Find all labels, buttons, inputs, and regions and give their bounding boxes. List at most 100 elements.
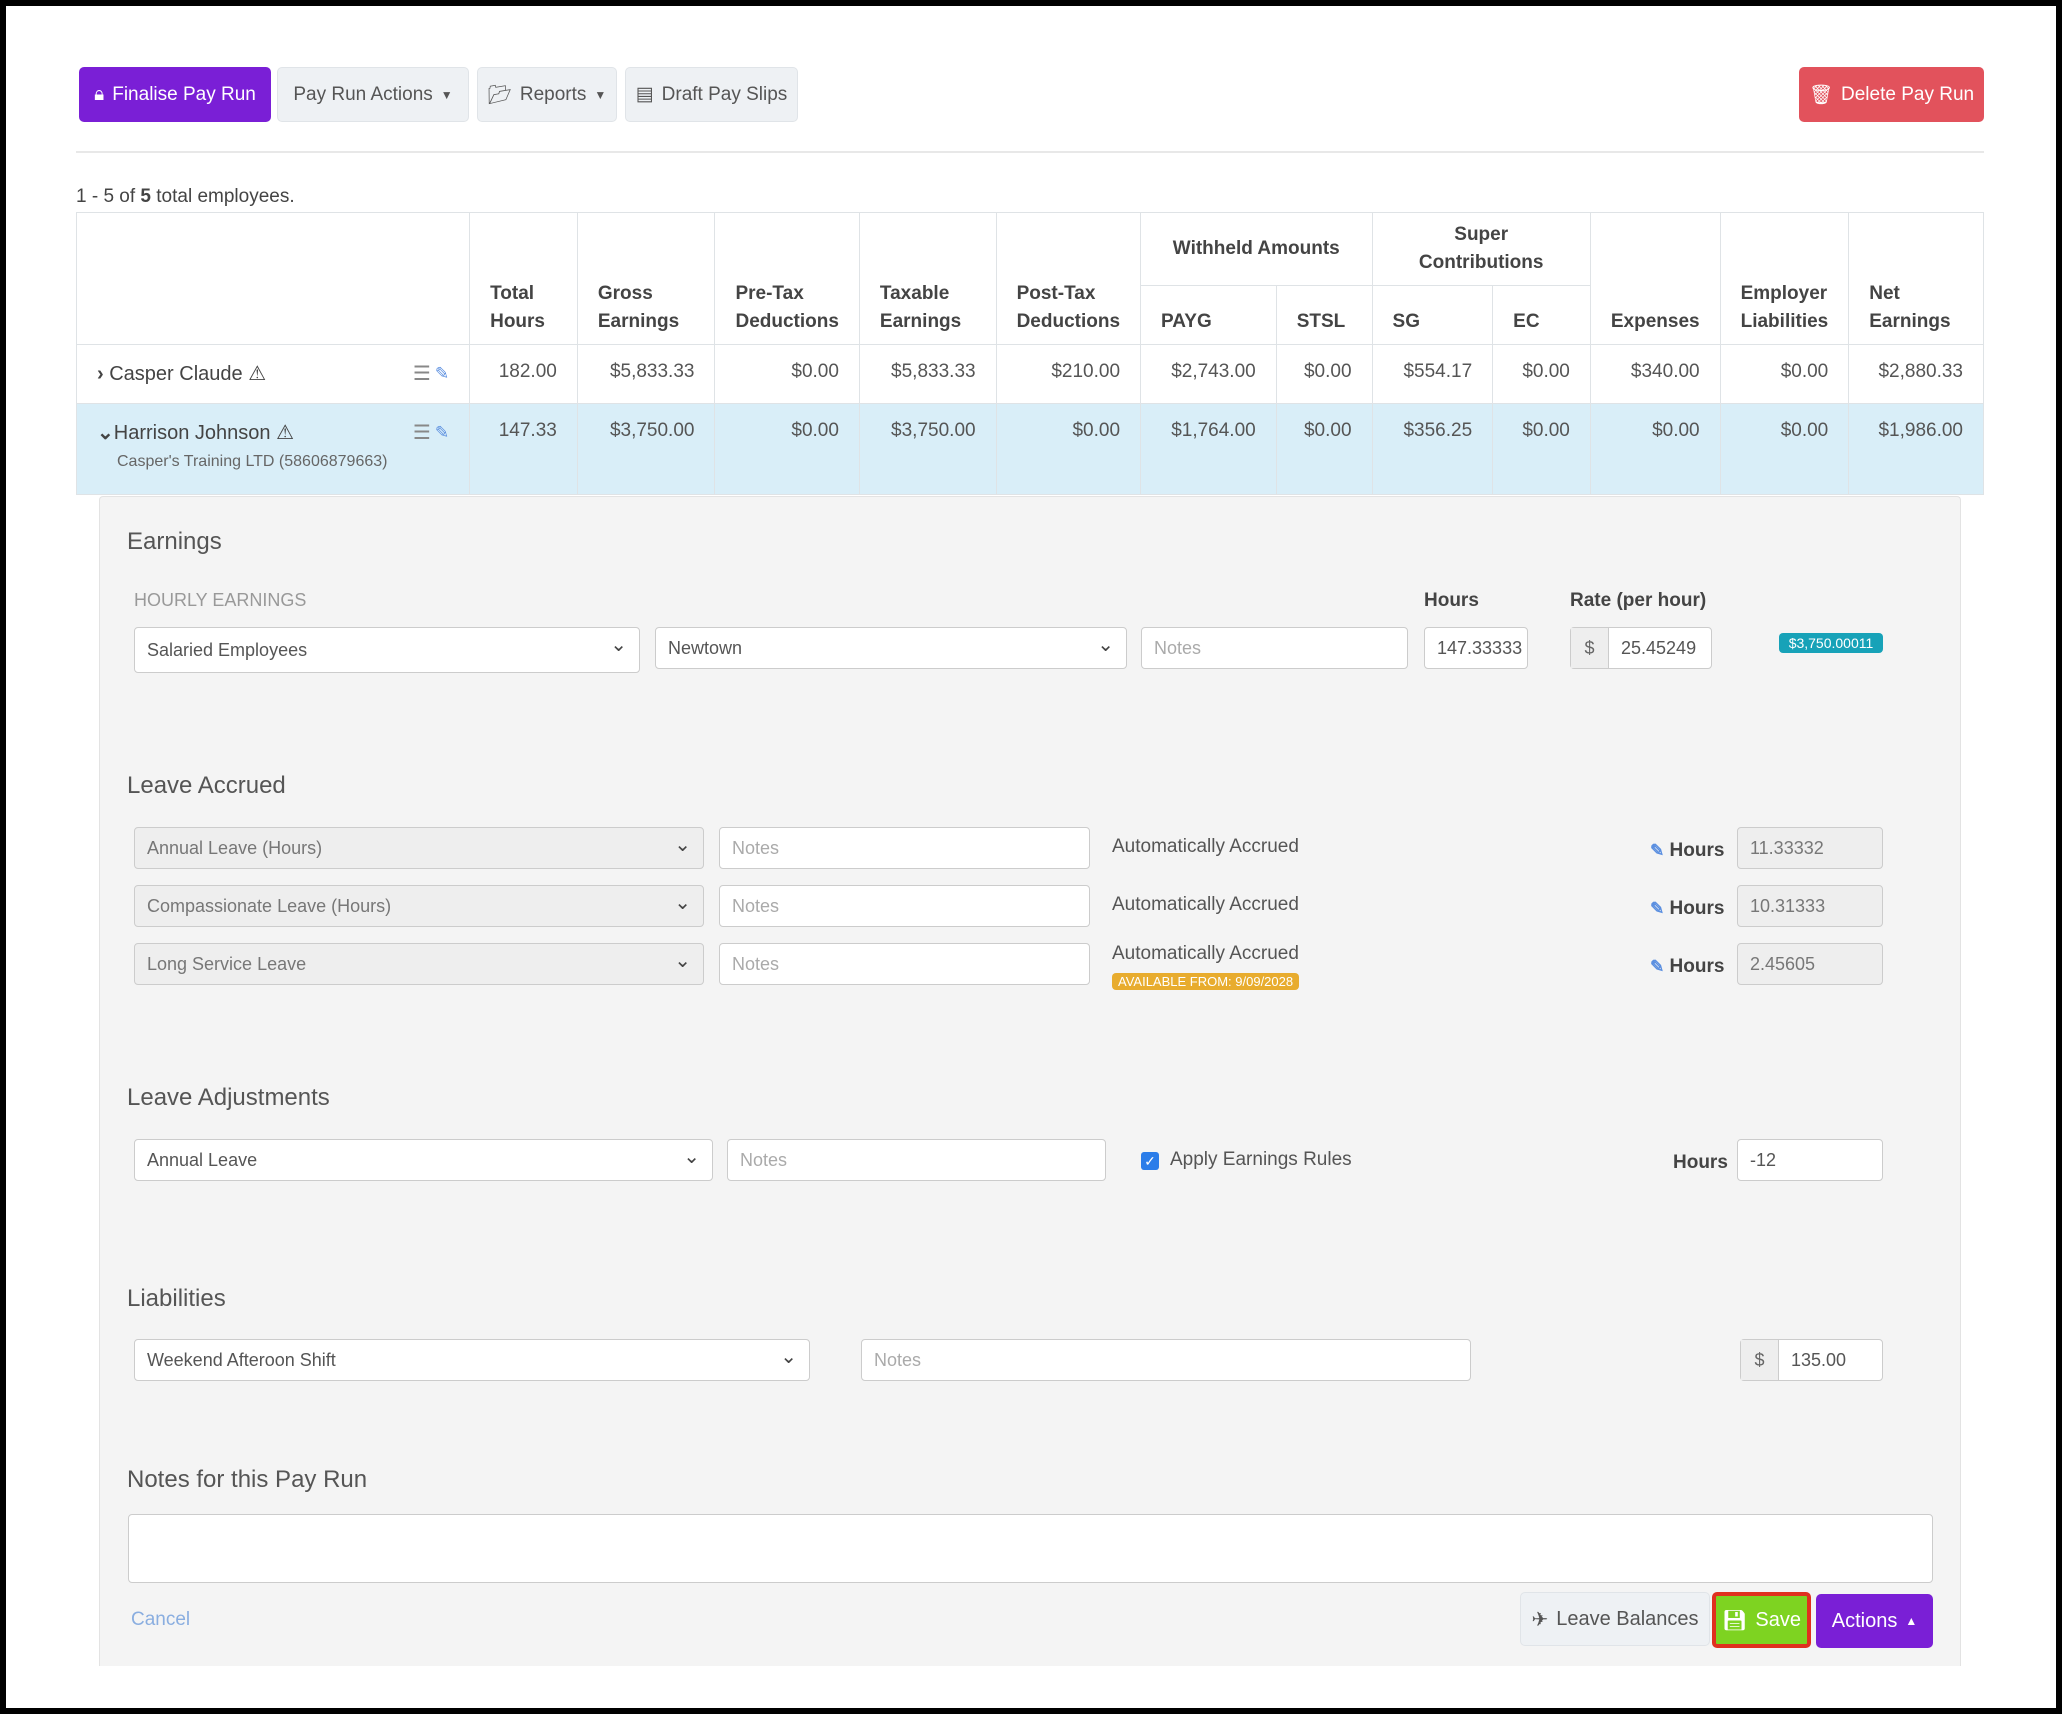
pencil-icon[interactable]: ✎ bbox=[1650, 841, 1665, 860]
leave-notes-input[interactable]: Notes bbox=[719, 943, 1090, 985]
rate-input[interactable]: $25.45249 bbox=[1570, 627, 1712, 669]
delete-pay-run-button[interactable]: 🗑︎ Delete Pay Run bbox=[1799, 67, 1984, 122]
accrual-status: Automatically Accrued bbox=[1112, 894, 1299, 915]
leave-hours-input[interactable]: 10.31333 bbox=[1737, 885, 1883, 927]
accrual-status: Automatically Accrued bbox=[1112, 943, 1299, 964]
adjustment-hours-input[interactable]: -12 bbox=[1737, 1139, 1883, 1181]
employee-name-cell[interactable]: ⌄Harrison Johnson ⚠ Casper's Training LT… bbox=[75, 403, 471, 495]
header-taxable: Taxable Earnings bbox=[858, 212, 997, 345]
location-select[interactable]: Newtown bbox=[655, 627, 1127, 669]
leave-hours-label: ✎ Hours bbox=[1650, 956, 1725, 977]
employee-count: 1 - 5 of 5 total employees. bbox=[76, 186, 295, 207]
cell: $554.17 bbox=[1371, 344, 1494, 404]
liability-amount-input[interactable]: $135.00 bbox=[1740, 1339, 1883, 1381]
cell: $2,743.00 bbox=[1140, 344, 1277, 404]
rate-value: 25.45249 bbox=[1621, 637, 1697, 658]
finalise-pay-run-button[interactable]: 🔒︎ Finalise Pay Run bbox=[79, 67, 271, 122]
employee-name-cell[interactable]: › Casper Claude ⚠ ☰ ✎ bbox=[75, 344, 471, 404]
cell: $210.00 bbox=[995, 344, 1142, 404]
details-icon[interactable]: ☰ bbox=[412, 422, 431, 444]
liability-type-select[interactable]: Weekend Afteroon Shift bbox=[134, 1339, 810, 1381]
reports-button[interactable]: 📂︎ Reports ▼ bbox=[477, 67, 617, 122]
pencil-icon[interactable]: ✎ bbox=[1650, 957, 1665, 976]
trash-icon: 🗑︎ bbox=[1808, 84, 1834, 106]
liability-notes-input[interactable]: Notes bbox=[861, 1339, 1471, 1381]
table-row[interactable]: ⌄Harrison Johnson ⚠ Casper's Training LT… bbox=[75, 403, 1984, 495]
liabilities-heading: Liabilities bbox=[127, 1285, 226, 1312]
header-payg: PAYG bbox=[1140, 285, 1277, 345]
earnings-category-select[interactable]: Salaried Employees bbox=[134, 627, 640, 673]
leave-hours-label: ✎ Hours bbox=[1650, 840, 1725, 861]
folder-open-icon: 📂︎ bbox=[487, 84, 512, 106]
header-withheld: Withheld Amounts bbox=[1140, 212, 1373, 286]
earnings-total-badge: $3,750.00011 bbox=[1779, 633, 1883, 653]
apply-earnings-rules-checkbox[interactable]: ✓ bbox=[1141, 1152, 1159, 1170]
pencil-icon[interactable]: ✎ bbox=[434, 363, 450, 383]
cell: $0.00 bbox=[1275, 344, 1373, 404]
leave-hours-input[interactable]: 2.45605 bbox=[1737, 943, 1883, 985]
header-name bbox=[75, 212, 471, 345]
cell: $0.00 bbox=[995, 403, 1142, 495]
pay-run-actions-button[interactable]: Pay Run Actions ▼ bbox=[277, 67, 469, 122]
cell: $356.25 bbox=[1371, 403, 1494, 495]
page: 🔒︎ Finalise Pay Run Pay Run Actions ▼ 📂︎ Re… bbox=[6, 6, 2056, 1708]
leave-type-select[interactable]: Annual Leave (Hours) bbox=[134, 827, 704, 869]
leave-type-select[interactable]: Long Service Leave bbox=[134, 943, 704, 985]
cell: $0.00 bbox=[714, 403, 860, 495]
leave-type-select[interactable]: Compassionate Leave (Hours) bbox=[134, 885, 704, 927]
header-ec: EC bbox=[1492, 285, 1591, 345]
caret-down-icon: ▼ bbox=[594, 87, 607, 102]
cell: $5,833.33 bbox=[858, 344, 997, 404]
warning-icon: ⚠ bbox=[248, 363, 267, 385]
notes-heading: Notes for this Pay Run bbox=[127, 1466, 368, 1493]
cell: $340.00 bbox=[1589, 344, 1721, 404]
cell: $2,880.33 bbox=[1848, 344, 1984, 404]
cell: $1,986.00 bbox=[1848, 403, 1984, 495]
leave-notes-input[interactable]: Notes bbox=[719, 827, 1090, 869]
caret-down-icon: ▼ bbox=[440, 87, 453, 102]
draft-pay-slips-button[interactable]: ▤ Draft Pay Slips bbox=[625, 67, 798, 122]
cell: $0.00 bbox=[1719, 403, 1850, 495]
header-net: Net Earnings bbox=[1848, 212, 1984, 345]
leave-hours-label: ✎ Hours bbox=[1650, 898, 1725, 919]
adjustment-hours-label: Hours bbox=[1673, 1152, 1728, 1173]
company-name: Casper's Training LTD (58606879663) bbox=[117, 453, 388, 470]
earnings-heading: Earnings bbox=[127, 528, 222, 555]
chevron-down-icon[interactable]: ⌄ bbox=[97, 422, 114, 444]
cell: $3,750.00 bbox=[858, 403, 997, 495]
pencil-icon[interactable]: ✎ bbox=[1650, 899, 1665, 918]
table-row[interactable]: › Casper Claude ⚠ ☰ ✎ 182.00 $5,833.33 $0.0… bbox=[75, 344, 1984, 404]
hours-input[interactable]: 147.33333 bbox=[1424, 627, 1528, 669]
cell: $1,764.00 bbox=[1140, 403, 1277, 495]
apply-earnings-rules-label: Apply Earnings Rules bbox=[1170, 1149, 1352, 1170]
hours-label: Hours bbox=[1424, 590, 1479, 611]
employees-table: Total Hours Gross Earnings Pre-Tax Deduc… bbox=[75, 212, 1984, 495]
pay-run-notes-textarea[interactable] bbox=[128, 1514, 1933, 1583]
accrual-status: Automatically Accrued bbox=[1112, 836, 1299, 857]
adjustment-type-select[interactable]: Annual Leave bbox=[134, 1139, 713, 1181]
caret-up-icon: ▲ bbox=[1905, 1614, 1918, 1628]
details-icon[interactable]: ☰ bbox=[412, 363, 431, 385]
header-expenses: Expenses bbox=[1589, 212, 1721, 345]
save-button[interactable]: 💾︎ Save bbox=[1712, 1592, 1811, 1648]
rate-label: Rate (per hour) bbox=[1570, 590, 1707, 611]
actions-button[interactable]: Actions ▲ bbox=[1816, 1594, 1933, 1648]
leave-balances-button[interactable]: ✈ Leave Balances bbox=[1520, 1592, 1710, 1646]
header-posttax: Post-Tax Deductions bbox=[995, 212, 1142, 345]
header-employer: Employer Liabilities bbox=[1719, 212, 1850, 345]
leave-notes-input[interactable]: Notes bbox=[719, 885, 1090, 927]
cancel-link[interactable]: Cancel bbox=[131, 1609, 191, 1630]
currency-addon: $ bbox=[1741, 1340, 1779, 1380]
earnings-notes-input[interactable]: Notes bbox=[1141, 627, 1408, 669]
available-from-badge: AVAILABLE FROM: 9/09/2028 bbox=[1112, 973, 1300, 990]
cell: $0.00 bbox=[1275, 403, 1373, 495]
cell: $0.00 bbox=[1492, 403, 1591, 495]
leave-hours-input[interactable]: 11.33332 bbox=[1737, 827, 1883, 869]
pencil-icon[interactable]: ✎ bbox=[434, 422, 450, 442]
adjustment-notes-input[interactable]: Notes bbox=[727, 1139, 1106, 1181]
hourly-earnings-label: HOURLY EARNINGS bbox=[134, 590, 307, 610]
header-gross: Gross Earnings bbox=[576, 212, 716, 345]
chevron-right-icon[interactable]: › bbox=[97, 363, 104, 385]
cell: $0.00 bbox=[1719, 344, 1850, 404]
employee-detail-panel bbox=[99, 496, 1961, 1666]
